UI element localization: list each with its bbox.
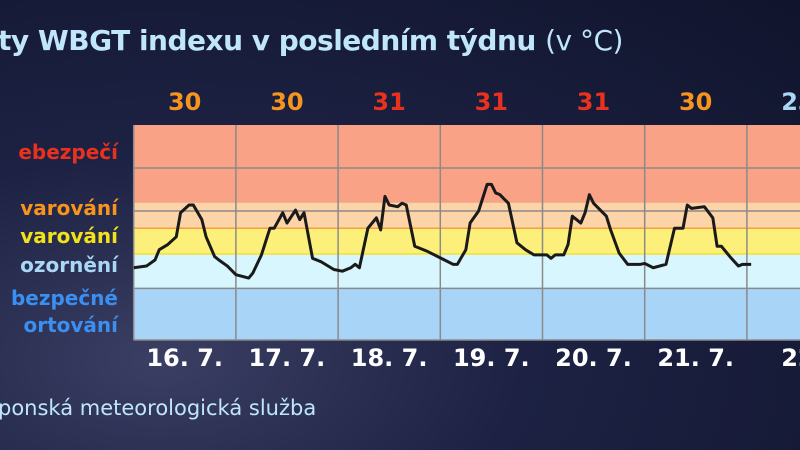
level-label-caution: ozornění [20, 253, 118, 277]
level-label-severe-warning: varování [20, 196, 118, 220]
band [133, 254, 800, 289]
chart-title: ty WBGT indexu v posledním týdnu (v °C) [0, 24, 623, 57]
daily-max-label: 30 [270, 88, 304, 116]
daily-max-label: 31 [474, 88, 508, 116]
x-tick-label: 22 [781, 344, 800, 372]
x-tick-label: 20. 7. [555, 344, 632, 372]
x-tick-label: 17. 7. [248, 344, 326, 372]
level-label-danger: ebezpečí [18, 140, 118, 164]
x-tick-label: 18. 7. [350, 344, 428, 372]
level-label-warning: varování [20, 224, 118, 248]
daily-max-label: 23 [781, 88, 800, 116]
level-label-safe: bezpečné [10, 286, 118, 310]
band [133, 288, 800, 340]
wbgt-series-line [133, 182, 752, 280]
x-tick-label: 16. 7. [146, 344, 224, 372]
band [133, 125, 800, 203]
daily-max-label: 31 [576, 88, 611, 116]
source-credit: ponská meteorologická služba [0, 396, 317, 420]
daily-max-label: 31 [372, 88, 406, 116]
level-label-sport: ortování [23, 313, 118, 337]
title-unit: (v °C) [545, 24, 623, 57]
title-text: ty WBGT indexu v posledním týdnu [0, 24, 536, 57]
daily-max-label: 30 [167, 88, 202, 116]
daily-max-label: 30 [678, 88, 713, 116]
x-tick-label: 21. 7. [657, 344, 735, 372]
x-tick-label: 19. 7. [452, 344, 530, 372]
